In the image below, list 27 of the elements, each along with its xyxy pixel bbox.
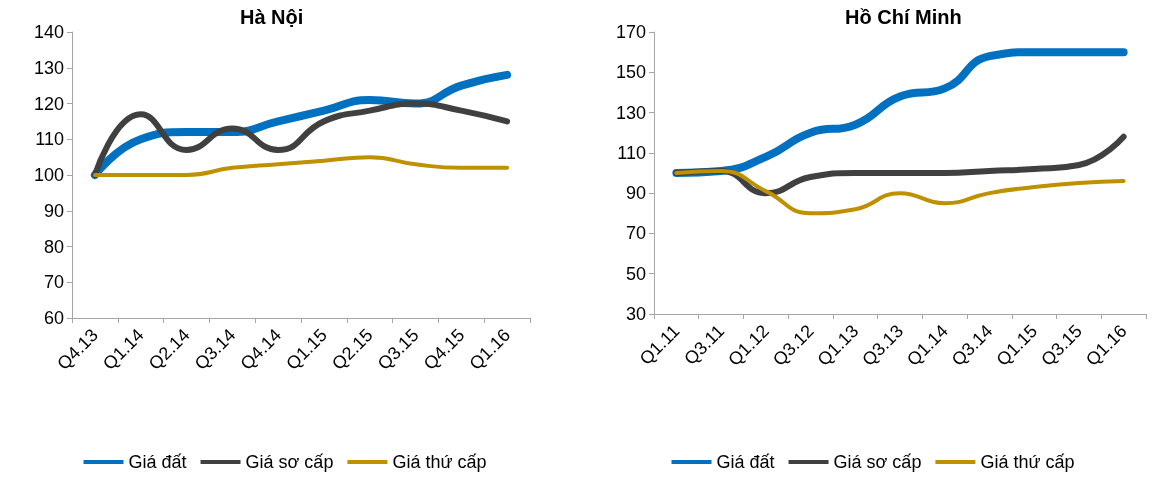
legend-label: Giá thứ cấp [980,452,1075,472]
y-tick-label: 120 [33,93,64,114]
y-tick-label: 90 [625,183,646,204]
y-tick-label: 100 [33,165,64,185]
legend-label: Giá thứ cấp [392,452,487,472]
chart-title: Hồ Chí Minh [845,6,962,28]
chart-title: Hà Nội [240,6,304,28]
line-series [92,155,510,177]
y-tick-label: 50 [625,263,646,284]
legend-label: Giá đất [716,452,775,472]
y-tick-label: 150 [615,62,646,83]
y-tick-label: 90 [43,200,64,221]
y-tick-label: 70 [625,223,646,244]
y-tick-label: 60 [43,308,64,328]
y-tick-label: 140 [33,22,64,42]
y-tick-label: 110 [35,129,64,150]
y-tick-label: 130 [33,57,64,78]
y-tick-label: 110 [617,142,646,163]
line-series [674,168,1126,216]
legend-label: Giá sơ cấp [833,452,922,472]
y-tick-label: 30 [625,304,646,324]
y-tick-label: 70 [43,272,64,293]
y-tick-label: 130 [615,102,646,123]
legend-label: Giá sơ cấp [245,452,334,472]
y-tick-label: 170 [615,22,646,42]
legend-label: Giá đất [128,452,187,472]
y-tick-label: 80 [43,236,64,257]
